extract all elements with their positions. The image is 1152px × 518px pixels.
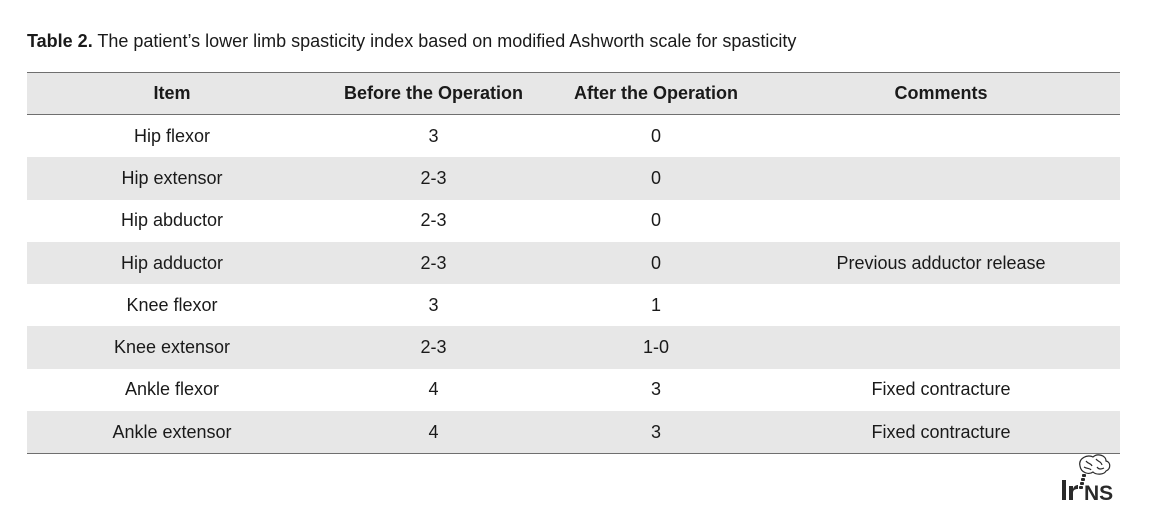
logo-text: NS (1084, 482, 1113, 502)
cell-item: Hip extensor (121, 167, 223, 188)
spasticity-table: Item Before the Operation After the Oper… (27, 72, 1120, 455)
cell-comment (762, 157, 1120, 199)
table-row: Hip abductor 2-3 0 (27, 200, 1120, 242)
column-header-before: Before the Operation (317, 72, 550, 115)
table-caption-text: The patient’s lower limb spasticity inde… (92, 31, 797, 51)
table-caption-label: Table 2. (27, 31, 93, 51)
cell-comment: Fixed contracture (762, 411, 1120, 455)
cell-after-operation: 0 (650, 167, 661, 188)
cell-after-operation: 1 (650, 294, 661, 315)
cell-item: Hip abductor (120, 210, 224, 231)
cell-comment: Previous adductor release (836, 252, 1046, 273)
irjns-brain-logo-icon: NS (1062, 454, 1113, 502)
cell-before-operation: 4 (317, 411, 550, 455)
cell-comment: Fixed contracture (871, 379, 1011, 400)
table-row: Knee flexor 3 1 (27, 284, 1120, 326)
column-header-comments: Comments (762, 72, 1120, 115)
cell-item: Ankle flexor (124, 379, 220, 400)
cell-comment (762, 115, 1120, 158)
cell-item: Ankle extensor (27, 411, 317, 455)
cell-after-operation: 3 (650, 379, 661, 400)
cell-after-operation: 1-0 (642, 337, 669, 358)
cell-item: Hip adductor (120, 252, 224, 273)
cell-item: Hip flexor (133, 125, 211, 146)
cell-after-operation: 0 (650, 210, 661, 231)
cell-comment (762, 284, 1120, 326)
cell-after-operation: 3 (550, 411, 762, 455)
table-row: Knee extensor 2-3 1-0 (27, 326, 1120, 369)
cell-comment (762, 326, 1120, 368)
column-header-item: Item (27, 72, 317, 115)
table-body: Hip flexor 3 0 Hip extensor 2-3 0 Hip abductor… (27, 115, 1120, 455)
cell-item: Knee extensor (113, 337, 231, 358)
cell-before-operation: 2-3 (420, 252, 447, 273)
table-row: Ankle flexor 4 3 Fixed contracture (27, 369, 1120, 411)
cell-before-operation: 3 (428, 294, 439, 315)
table-row: Hip flexor 3 0 (27, 115, 1120, 158)
table-header-row: Item Before the Operation After the Oper… (27, 72, 1120, 115)
cell-after-operation: 0 (650, 252, 661, 273)
table-row: Hip extensor 2-3 0 (27, 157, 1120, 200)
table-caption: Table 2. The patient’s lower limb spasti… (27, 30, 796, 52)
cell-before-operation: 3 (428, 125, 439, 146)
cell-after-operation: 0 (650, 125, 661, 146)
column-header-after: After the Operation (550, 72, 762, 115)
table-row: Ankle extensor 4 3 Fixed contracture (27, 411, 1120, 455)
cell-item: Knee flexor (126, 294, 218, 315)
cell-before-operation: 4 (428, 379, 439, 400)
cell-comment (762, 200, 1120, 242)
cell-before-operation: 2-3 (420, 210, 447, 231)
table-row: Hip adductor 2-3 0 Previous adductor releas… (27, 241, 1120, 285)
cell-before-operation: 2-3 (420, 167, 447, 188)
cell-before-operation: 2-3 (420, 337, 447, 358)
